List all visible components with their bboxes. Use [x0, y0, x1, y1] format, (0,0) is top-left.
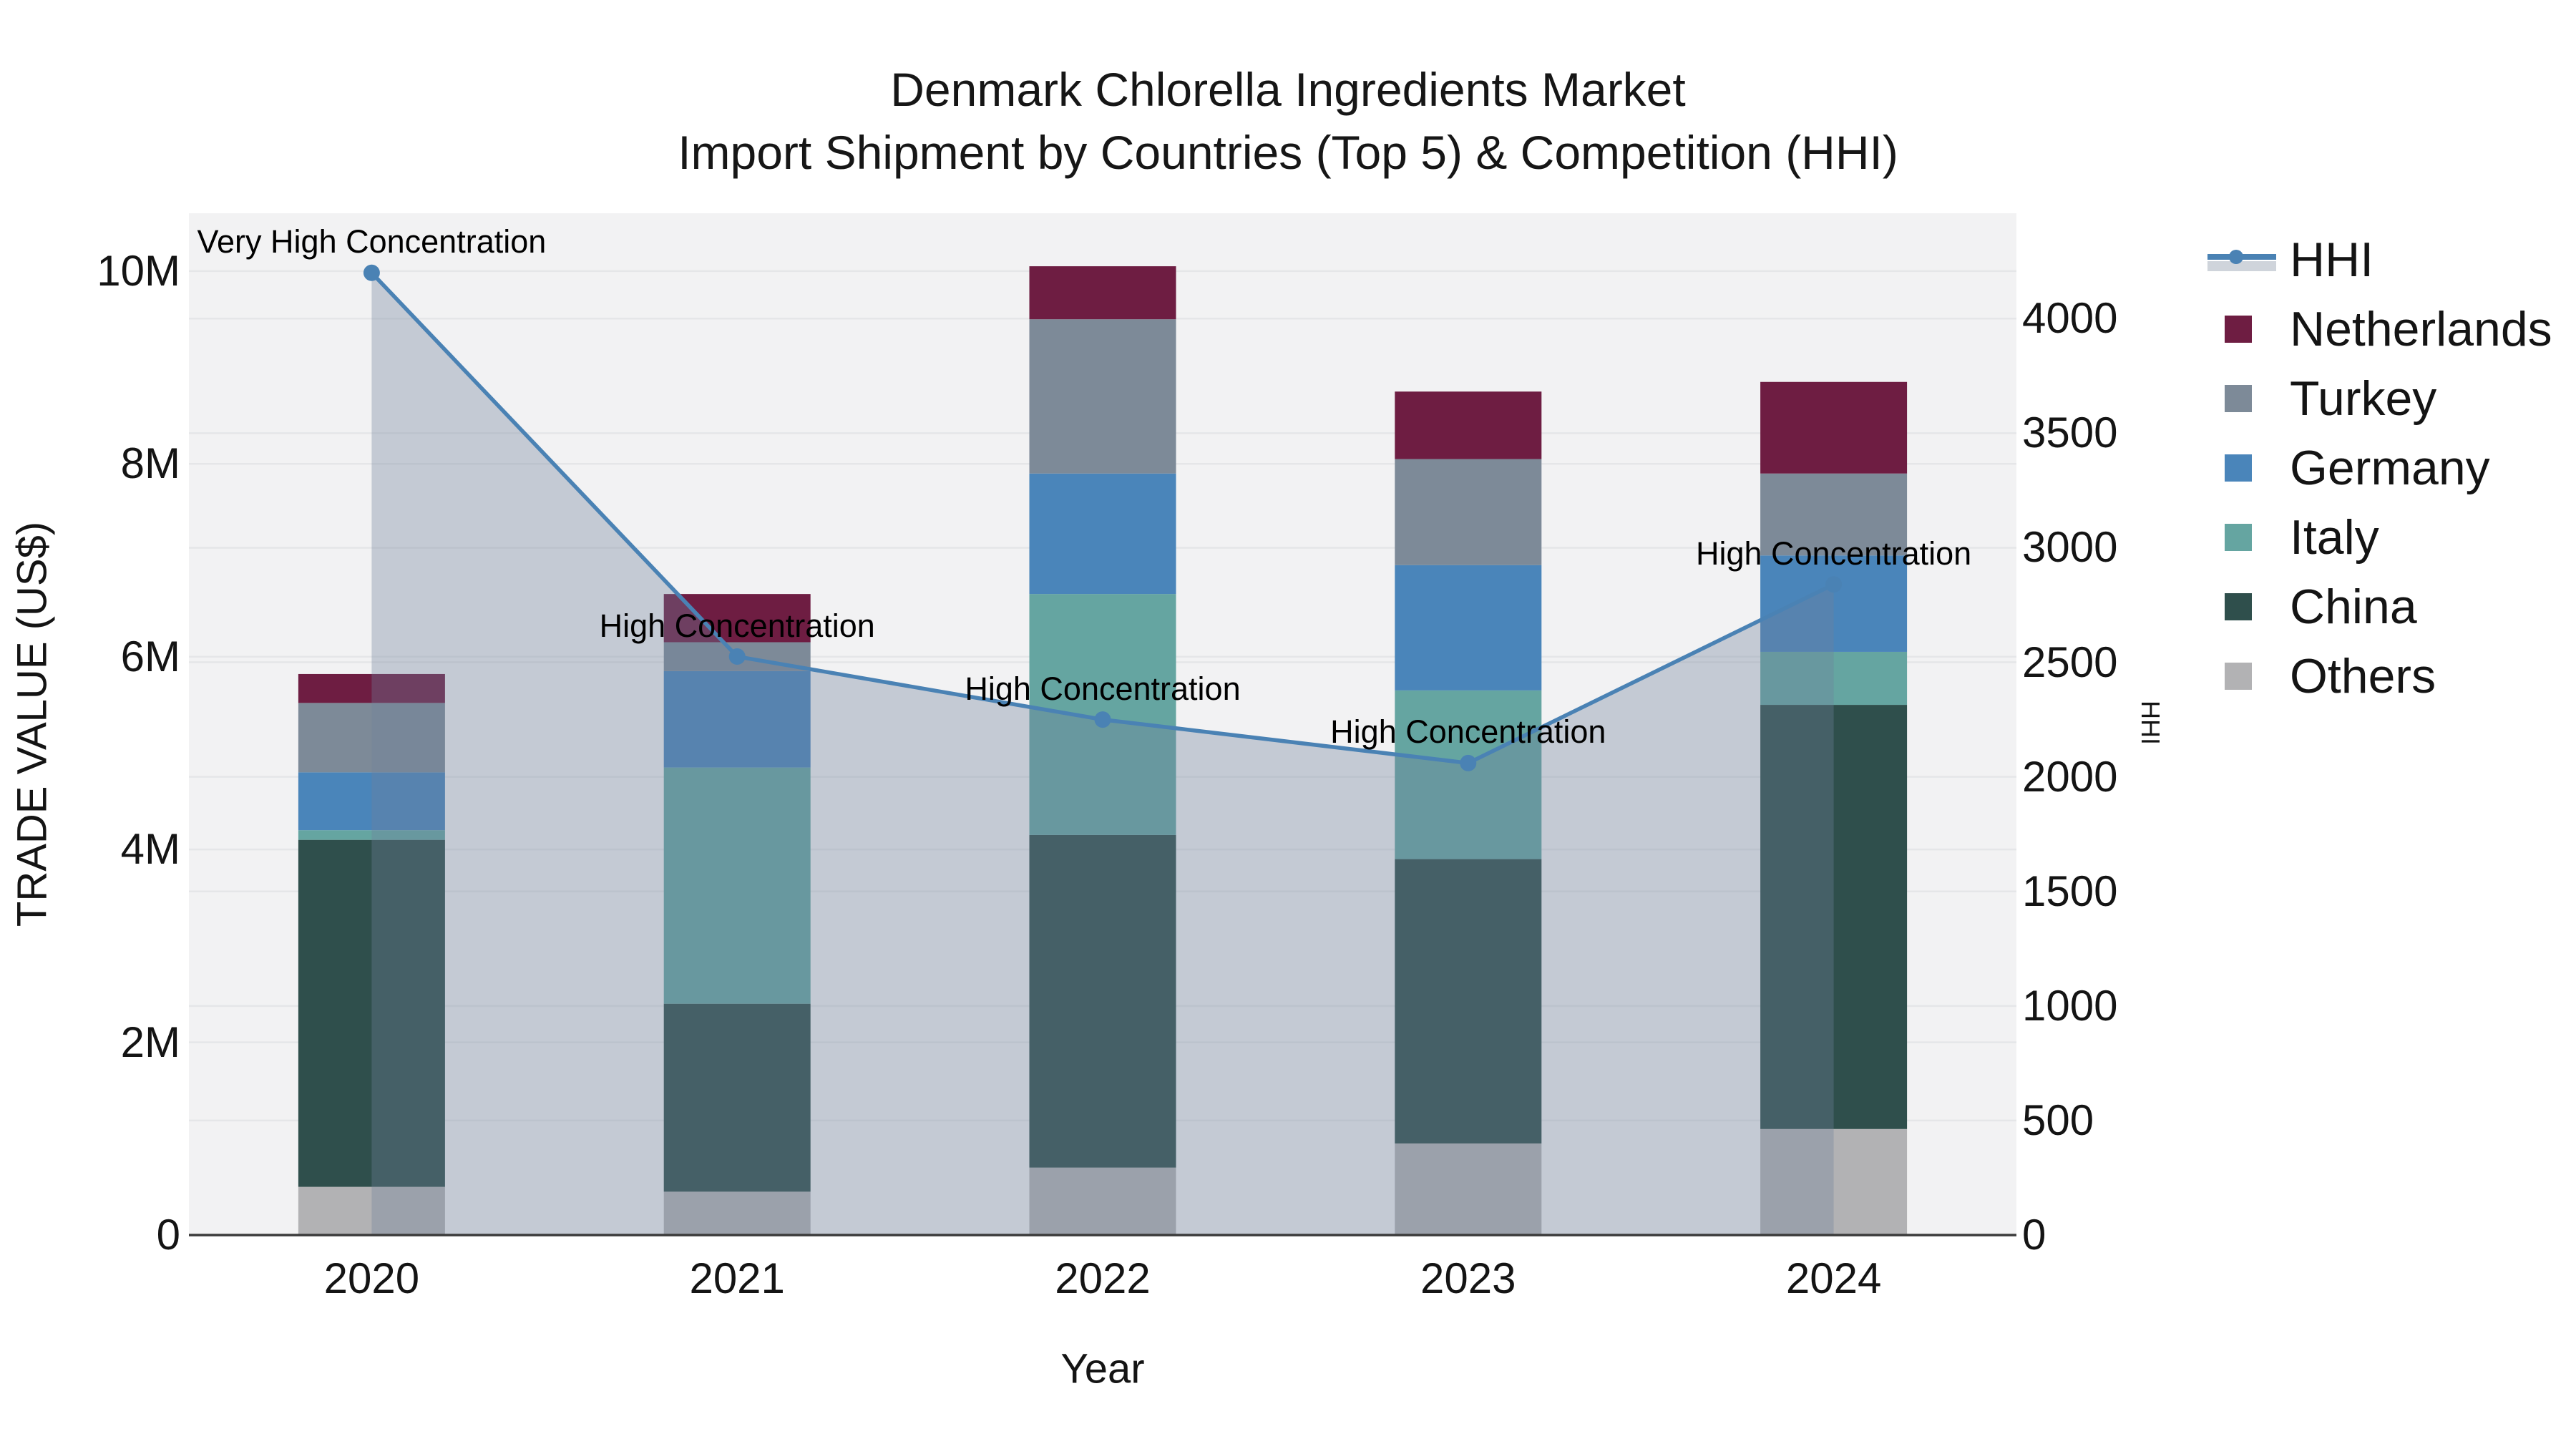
x-tick-2023: 2023 [1420, 1254, 1516, 1302]
bar-segment-others-2024 [1760, 1128, 1908, 1235]
bar-segment-germany-2023 [1395, 565, 1542, 691]
bar-segment-netherlands-2022 [1029, 266, 1176, 320]
legend-swatch-china [2225, 593, 2252, 620]
y-right-axis-title: HHI [2136, 701, 2165, 745]
bar-segment-italy-2024 [1760, 651, 1908, 706]
y-right-tick-1000: 1000 [2022, 981, 2118, 1030]
bar-segment-netherlands-2021 [663, 594, 811, 643]
x-tick-2020: 2020 [323, 1254, 420, 1302]
bar-segment-china-2021 [663, 1003, 811, 1192]
y-right-tick-2000: 2000 [2022, 752, 2118, 801]
legend-glyph-hhi [2207, 243, 2276, 277]
hhi-marker-2020 [363, 264, 380, 281]
y-right-tick-3000: 3000 [2022, 523, 2118, 572]
bar-segment-netherlands-2024 [1760, 381, 1908, 474]
bar-segment-germany-2024 [1760, 555, 1908, 652]
x-tick-2022: 2022 [1055, 1254, 1151, 1302]
legend-item-hhi[interactable]: HHI [2290, 233, 2374, 287]
bar-segment-turkey-2020 [298, 703, 445, 773]
annotation-2021: High Concentration [599, 607, 875, 644]
legend-item-turkey[interactable]: Turkey [2290, 371, 2437, 426]
annotation-2024: High Concentration [1695, 535, 1972, 572]
legend-swatch-others [2225, 663, 2252, 690]
bar-segment-china-2024 [1760, 705, 1908, 1129]
x-tick-2021: 2021 [689, 1254, 785, 1302]
hhi-fill-area [371, 273, 1834, 1236]
legend-swatch-germany [2225, 454, 2252, 482]
bar-segment-turkey-2023 [1395, 459, 1542, 565]
y-left-tick-8M: 8M [120, 439, 180, 488]
legend-item-others[interactable]: Others [2290, 649, 2436, 703]
y-left-tick-4M: 4M [120, 825, 180, 874]
bar-segment-china-2022 [1029, 834, 1176, 1168]
bar-segment-china-2020 [298, 839, 445, 1187]
hhi-marker-2021 [728, 648, 746, 665]
chart-title-line1: Denmark Chlorella Ingredients Market [890, 63, 1686, 116]
x-tick-2024: 2024 [1785, 1254, 1882, 1302]
chart-title-line2: Import Shipment by Countries (Top 5) & C… [678, 126, 1898, 179]
y-left-tick-2M: 2M [120, 1018, 180, 1066]
legend-swatch-turkey [2225, 385, 2252, 412]
legend-item-china[interactable]: China [2290, 580, 2417, 634]
y-right-tick-3500: 3500 [2022, 409, 2118, 457]
bar-segment-netherlands-2020 [298, 673, 445, 703]
y-left-tick-6M: 6M [120, 632, 180, 680]
legend-item-netherlands[interactable]: Netherlands [2290, 302, 2552, 356]
bar-segment-germany-2021 [663, 670, 811, 768]
x-axis-title: Year [1060, 1345, 1145, 1392]
hhi-marker-2024 [1825, 576, 1843, 593]
legend-item-germany[interactable]: Germany [2290, 441, 2490, 495]
y-left-tick-10M: 10M [97, 246, 180, 295]
bar-segment-others-2021 [663, 1191, 811, 1235]
y-right-tick-500: 500 [2022, 1096, 2094, 1144]
bar-segment-italy-2021 [663, 767, 811, 1004]
y-left-tick-0: 0 [156, 1211, 180, 1259]
y-right-tick-1500: 1500 [2022, 867, 2118, 915]
bar-segment-others-2022 [1029, 1167, 1176, 1235]
bar-segment-others-2020 [298, 1186, 445, 1235]
bar-segment-others-2023 [1395, 1143, 1542, 1235]
hhi-marker-2022 [1094, 711, 1111, 728]
legend-item-italy[interactable]: Italy [2290, 510, 2379, 565]
bar-segment-china-2023 [1395, 859, 1542, 1144]
y-right-tick-2500: 2500 [2022, 638, 2118, 686]
hhi-marker-2023 [1460, 754, 1477, 771]
bar-segment-germany-2020 [298, 772, 445, 831]
bar-segment-turkey-2024 [1760, 473, 1908, 556]
y-right-tick-4000: 4000 [2022, 294, 2118, 343]
annotation-2023: High Concentration [1330, 713, 1606, 751]
bar-segment-netherlands-2023 [1395, 391, 1542, 459]
annotation-2022: High Concentration [965, 670, 1241, 707]
bar-segment-italy-2023 [1395, 690, 1542, 859]
bar-segment-turkey-2022 [1029, 319, 1176, 474]
bar-segment-italy-2020 [298, 830, 445, 840]
bar-segment-germany-2022 [1029, 473, 1176, 595]
y-right-tick-0: 0 [2022, 1211, 2046, 1259]
legend-swatch-netherlands [2225, 316, 2252, 343]
legend-swatch-italy [2225, 524, 2252, 551]
annotation-2020: Very High Concentration [197, 223, 547, 260]
